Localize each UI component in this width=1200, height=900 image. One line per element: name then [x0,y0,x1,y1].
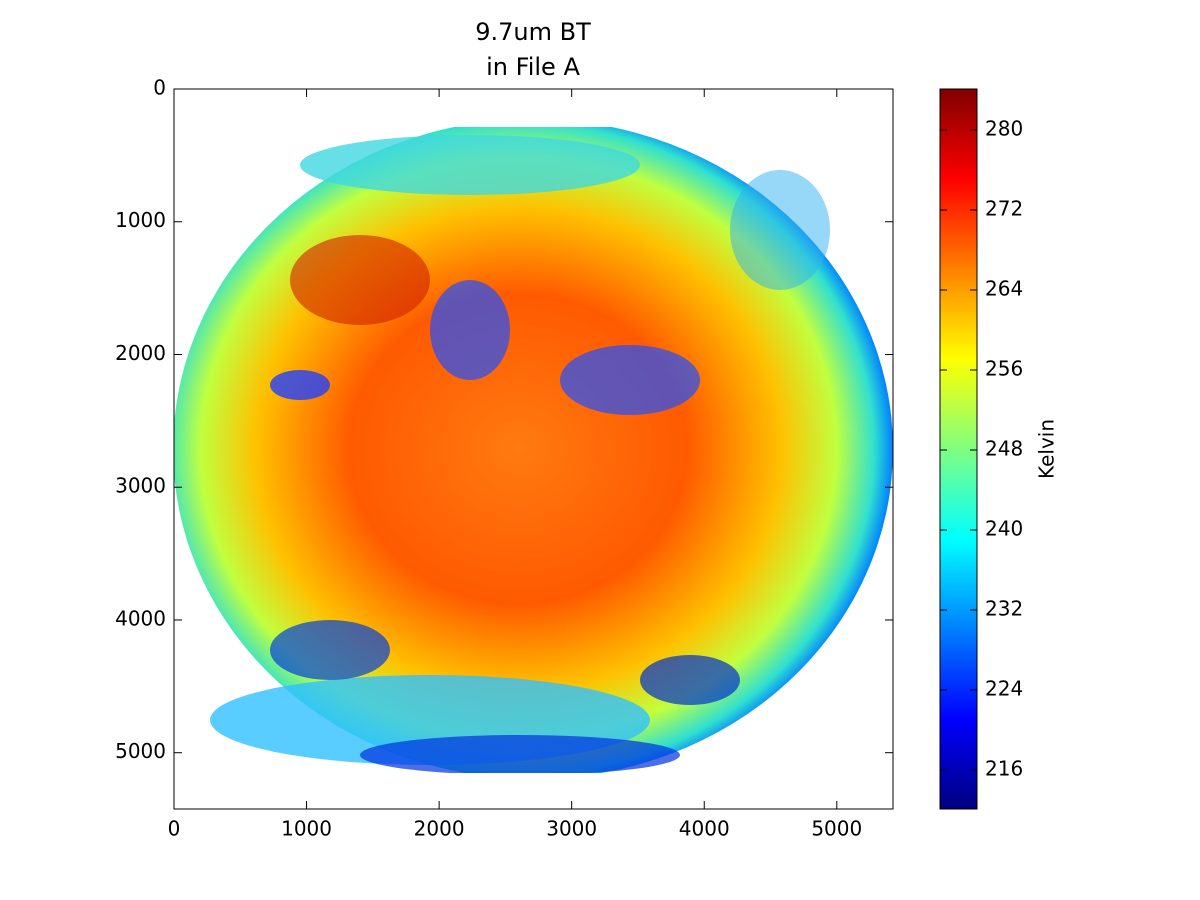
y-tick-label: 0 [153,76,166,100]
x-tick-label: 3000 [546,817,597,841]
y-tick-label: 1000 [115,208,166,232]
colorbar-tick-label: 280 [985,117,1023,141]
colorbar-tick-label: 224 [985,677,1023,701]
x-tick-label: 0 [168,817,181,841]
x-tick-label: 2000 [414,817,465,841]
colorbar-label: Kelvin [1035,419,1059,479]
x-tick-label: 5000 [811,817,862,841]
colorbar-tick-label: 272 [985,197,1023,221]
y-tick-label: 3000 [115,474,166,498]
x-tick-label: 4000 [679,817,730,841]
colorbar-tick-label: 240 [985,517,1023,541]
title-line: in File A [486,53,580,81]
x-tick-label: 1000 [281,817,332,841]
colorbar-tick-label: 232 [985,597,1023,621]
colorbar-tick-label: 248 [985,437,1023,461]
colorbar [939,88,978,810]
colorbar-tick-label: 216 [985,757,1023,781]
colorbar-tick-label: 264 [985,277,1023,301]
satellite-image [174,127,893,773]
plot-frame [173,88,894,810]
title-line: 9.7um BT [475,18,591,46]
colorbar-tick-label: 256 [985,357,1023,381]
y-tick-label: 2000 [115,341,166,365]
y-tick-label: 4000 [115,606,166,630]
y-tick-label: 5000 [115,739,166,763]
